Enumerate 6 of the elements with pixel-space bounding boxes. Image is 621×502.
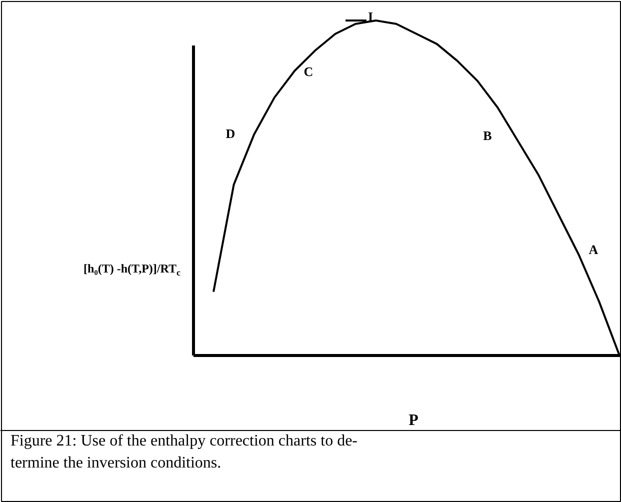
caption: Figure 21: Use of the enthalpy correction charts to de- termine the inversion conditions.: [10, 432, 358, 472]
annotation: D: [226, 126, 236, 141]
annotation: B: [483, 128, 492, 143]
annotation: A: [588, 242, 599, 257]
x-axis-title: P: [408, 412, 419, 429]
annotation: C: [304, 64, 314, 79]
